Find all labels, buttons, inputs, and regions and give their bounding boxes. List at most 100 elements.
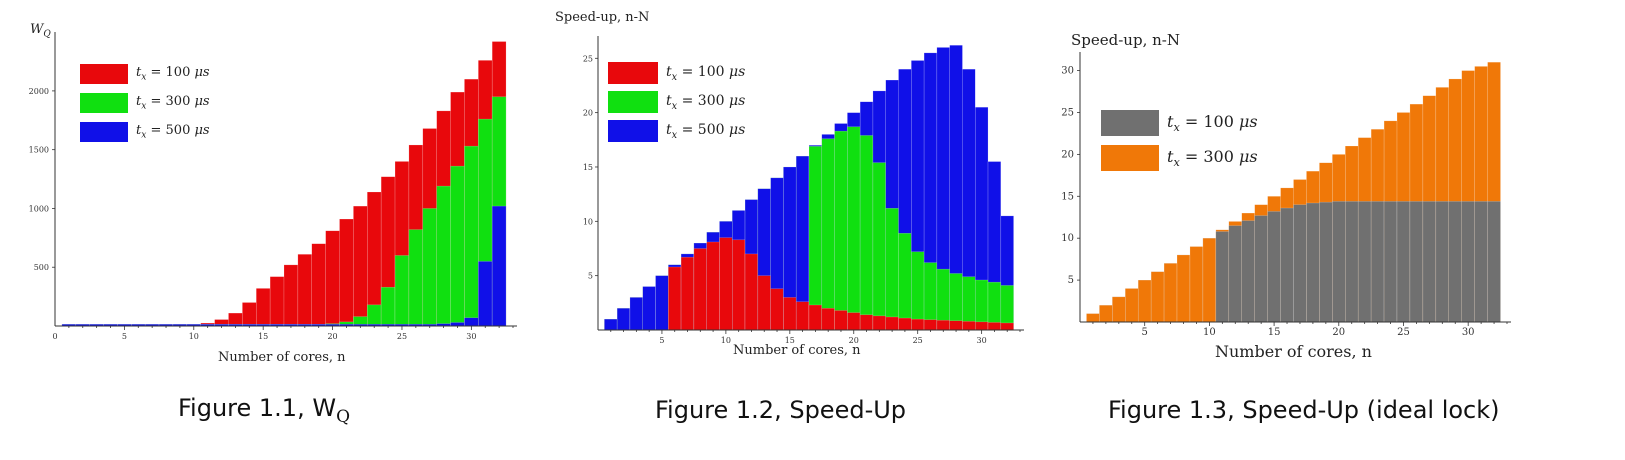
legend-swatch — [608, 91, 658, 113]
bar-red-n8 — [693, 248, 707, 331]
y-tick-label: 1500 — [29, 146, 49, 155]
bar-gray-n29 — [1448, 201, 1462, 323]
bar-gray-n27 — [1422, 201, 1437, 323]
bar-red-n19 — [311, 243, 326, 327]
bar-red-n11 — [732, 239, 746, 331]
bar-red-n19 — [834, 310, 848, 331]
bar-red-n21 — [339, 218, 354, 327]
bar-red-n14 — [770, 288, 784, 331]
bar-red-n29 — [962, 321, 976, 331]
bar-red-n6 — [668, 266, 682, 331]
x-axis-label: Number of cores, n — [1215, 342, 1372, 361]
legend-label: tx = 300 μs — [1167, 146, 1258, 170]
bar-orange-n4 — [1125, 288, 1139, 323]
legend-swatch — [1101, 110, 1159, 136]
bar-green-n23 — [367, 304, 382, 327]
caption-text: Figure 1.1, W — [178, 394, 337, 422]
y-tick-label: 2000 — [29, 87, 49, 96]
legend-item-red: tx = 100 μs — [80, 64, 210, 84]
legend-label: tx = 100 μs — [1167, 111, 1258, 135]
x-tick-label: 15 — [785, 336, 795, 345]
bar-gray-n15 — [1267, 211, 1281, 323]
legend-label: tx = 500 μs — [136, 123, 210, 141]
bar-green-n18 — [821, 138, 835, 331]
x-axis-label: Number of cores, n — [733, 343, 861, 358]
bar-gray-n22 — [1357, 201, 1372, 323]
y-tick-label: 25 — [583, 54, 593, 63]
chart-panel-speedup-ideal-lock: 5 10 15 20 25 30 5 10 15 20 25 30 Speed-up, n-N Num… — [1061, 0, 1625, 460]
chart-panel-wq: 0 5 10 15 20 25 30 500 1000 1500 2000 WQ Number of… — [0, 0, 540, 460]
axes: 5 10 15 20 25 30 5 10 15 20 25 30 — [1061, 52, 1511, 338]
legend-swatch — [80, 93, 128, 113]
y-tick-label: 10 — [1061, 233, 1074, 244]
bar-green-n20 — [847, 126, 861, 331]
x-tick-label: 5 — [1142, 327, 1148, 338]
wq-chart: 0 5 10 15 20 25 30 500 1000 1500 2000 — [29, 32, 517, 341]
legend-swatch — [1101, 145, 1159, 171]
legend-label: tx = 100 μs — [666, 63, 746, 83]
legend-label: tx = 100 μs — [136, 65, 210, 83]
bar-green-n25 — [394, 255, 410, 327]
y-tick-label: 25 — [1061, 107, 1074, 118]
x-tick-label: 10 — [721, 336, 731, 345]
legend-label: tx = 300 μs — [666, 92, 746, 112]
bar-green-n28 — [436, 185, 451, 327]
legend-item-gray: tx = 100 μs — [1101, 110, 1258, 136]
y-tick-label: 30 — [1061, 66, 1074, 77]
x-tick-label: 10 — [189, 332, 199, 341]
y-tick-label: 20 — [583, 109, 593, 118]
bar-red-n23 — [885, 316, 899, 331]
bar-gray-n28 — [1435, 201, 1450, 323]
bar-gray-n20 — [1332, 201, 1346, 323]
y-tick-label: 10 — [583, 217, 593, 226]
bar-gray-n21 — [1345, 201, 1359, 323]
bar-gray-n31 — [1474, 201, 1488, 323]
axes: 0 5 10 15 20 25 30 500 1000 1500 2000 — [29, 32, 517, 341]
legend-item-green: tx = 300 μs — [80, 93, 210, 113]
bar-red-n31 — [987, 322, 1002, 331]
bar-red-n18 — [297, 254, 313, 327]
bar-red-n32 — [1000, 322, 1014, 331]
speedup-chart: 5 10 15 20 25 30 5 10 15 20 25 — [583, 36, 1024, 345]
bar-orange-n8 — [1176, 254, 1191, 323]
bar-gray-n16 — [1280, 207, 1294, 323]
bar-blue-n3 — [629, 297, 644, 331]
x-tick-label: 30 — [977, 336, 987, 345]
bar-blue-n30 — [464, 317, 479, 327]
bar-red-n21 — [859, 314, 874, 331]
y-tick-label: 5 — [588, 272, 593, 281]
bar-green-n23 — [885, 208, 899, 331]
bar-blue-n31 — [478, 261, 493, 327]
bar-green-n24 — [380, 286, 396, 327]
bar-red-n20 — [325, 230, 340, 327]
legend-item-red: tx = 100 μs — [608, 62, 745, 84]
figure-caption: Figure 1.2, Speed-Up — [655, 396, 907, 424]
x-tick-label: 15 — [1268, 327, 1281, 338]
figure-caption: Figure 1.1, WQ — [178, 394, 350, 427]
bars — [1086, 61, 1501, 323]
bar-red-n14 — [242, 302, 257, 327]
axes: 5 10 15 20 25 30 5 10 15 20 25 — [583, 36, 1024, 345]
bar-red-n17 — [808, 304, 823, 331]
bar-red-n13 — [757, 275, 771, 331]
bar-gray-n25 — [1396, 201, 1411, 323]
legend-item-green: tx = 300 μs — [608, 91, 745, 113]
bar-gray-n18 — [1306, 202, 1320, 323]
bar-red-n10 — [719, 237, 733, 331]
x-tick-label: 20 — [849, 336, 859, 345]
bar-red-n25 — [911, 318, 925, 331]
bar-orange-n7 — [1163, 263, 1178, 323]
bars — [61, 41, 507, 327]
legend-label: tx = 300 μs — [136, 94, 210, 112]
bar-green-n17 — [808, 146, 823, 331]
y-tick-label: 20 — [1061, 149, 1074, 160]
x-tick-label: 25 — [1397, 327, 1410, 338]
bar-red-n20 — [847, 312, 861, 331]
figure-caption: Figure 1.3, Speed-Up (ideal lock) — [1108, 396, 1500, 424]
legend-item-blue: tx = 500 μs — [608, 120, 745, 142]
bar-blue-n29 — [450, 322, 465, 327]
legend-swatch — [608, 120, 658, 142]
legend-swatch — [608, 62, 658, 84]
bar-gray-n32 — [1487, 201, 1501, 323]
x-tick-label: 25 — [913, 336, 923, 345]
